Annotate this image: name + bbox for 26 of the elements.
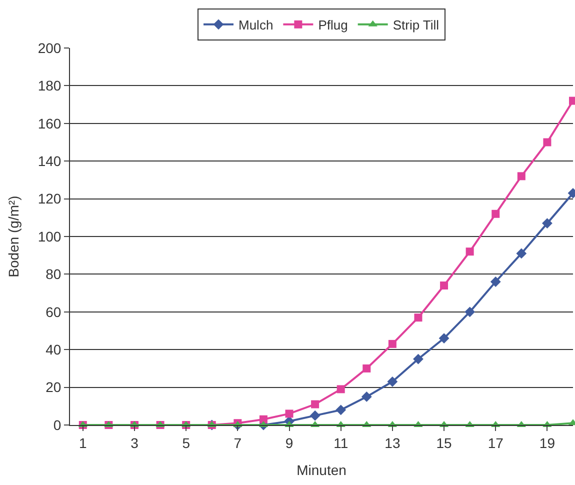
y-tick-label: 200 <box>38 40 62 56</box>
y-axis-title: Boden (g/m²) <box>5 196 22 278</box>
x-tick-label: 9 <box>285 434 294 451</box>
y-tick-label: 140 <box>38 153 62 169</box>
y-tick-label: 100 <box>38 228 62 244</box>
legend-label: Mulch <box>238 17 274 32</box>
y-tick-label: 180 <box>38 78 62 94</box>
x-tick-label: 5 <box>182 434 190 451</box>
legend-label: Pflug <box>318 17 348 32</box>
x-axis-title: Minuten <box>296 462 346 478</box>
legend-label: Strip Till <box>392 17 440 32</box>
y-tick-label: 160 <box>38 115 62 132</box>
y-tick-label: 120 <box>38 190 62 207</box>
x-tick-label: 19 <box>539 434 556 451</box>
x-tick-label: 13 <box>384 434 400 451</box>
y-tick-label: 80 <box>46 266 62 282</box>
y-tick-label: 40 <box>46 342 62 358</box>
y-tick-label: 60 <box>46 304 62 320</box>
x-tick-label: 15 <box>436 434 452 451</box>
x-tick-label: 7 <box>234 434 242 451</box>
y-tick-label: 20 <box>46 379 62 396</box>
x-tick-label: 17 <box>488 434 504 451</box>
x-tick-label: 11 <box>334 434 348 451</box>
y-tick-label: 0 <box>53 416 62 433</box>
x-tick-label: 1 <box>79 434 87 451</box>
x-tick-label: 3 <box>130 434 139 451</box>
